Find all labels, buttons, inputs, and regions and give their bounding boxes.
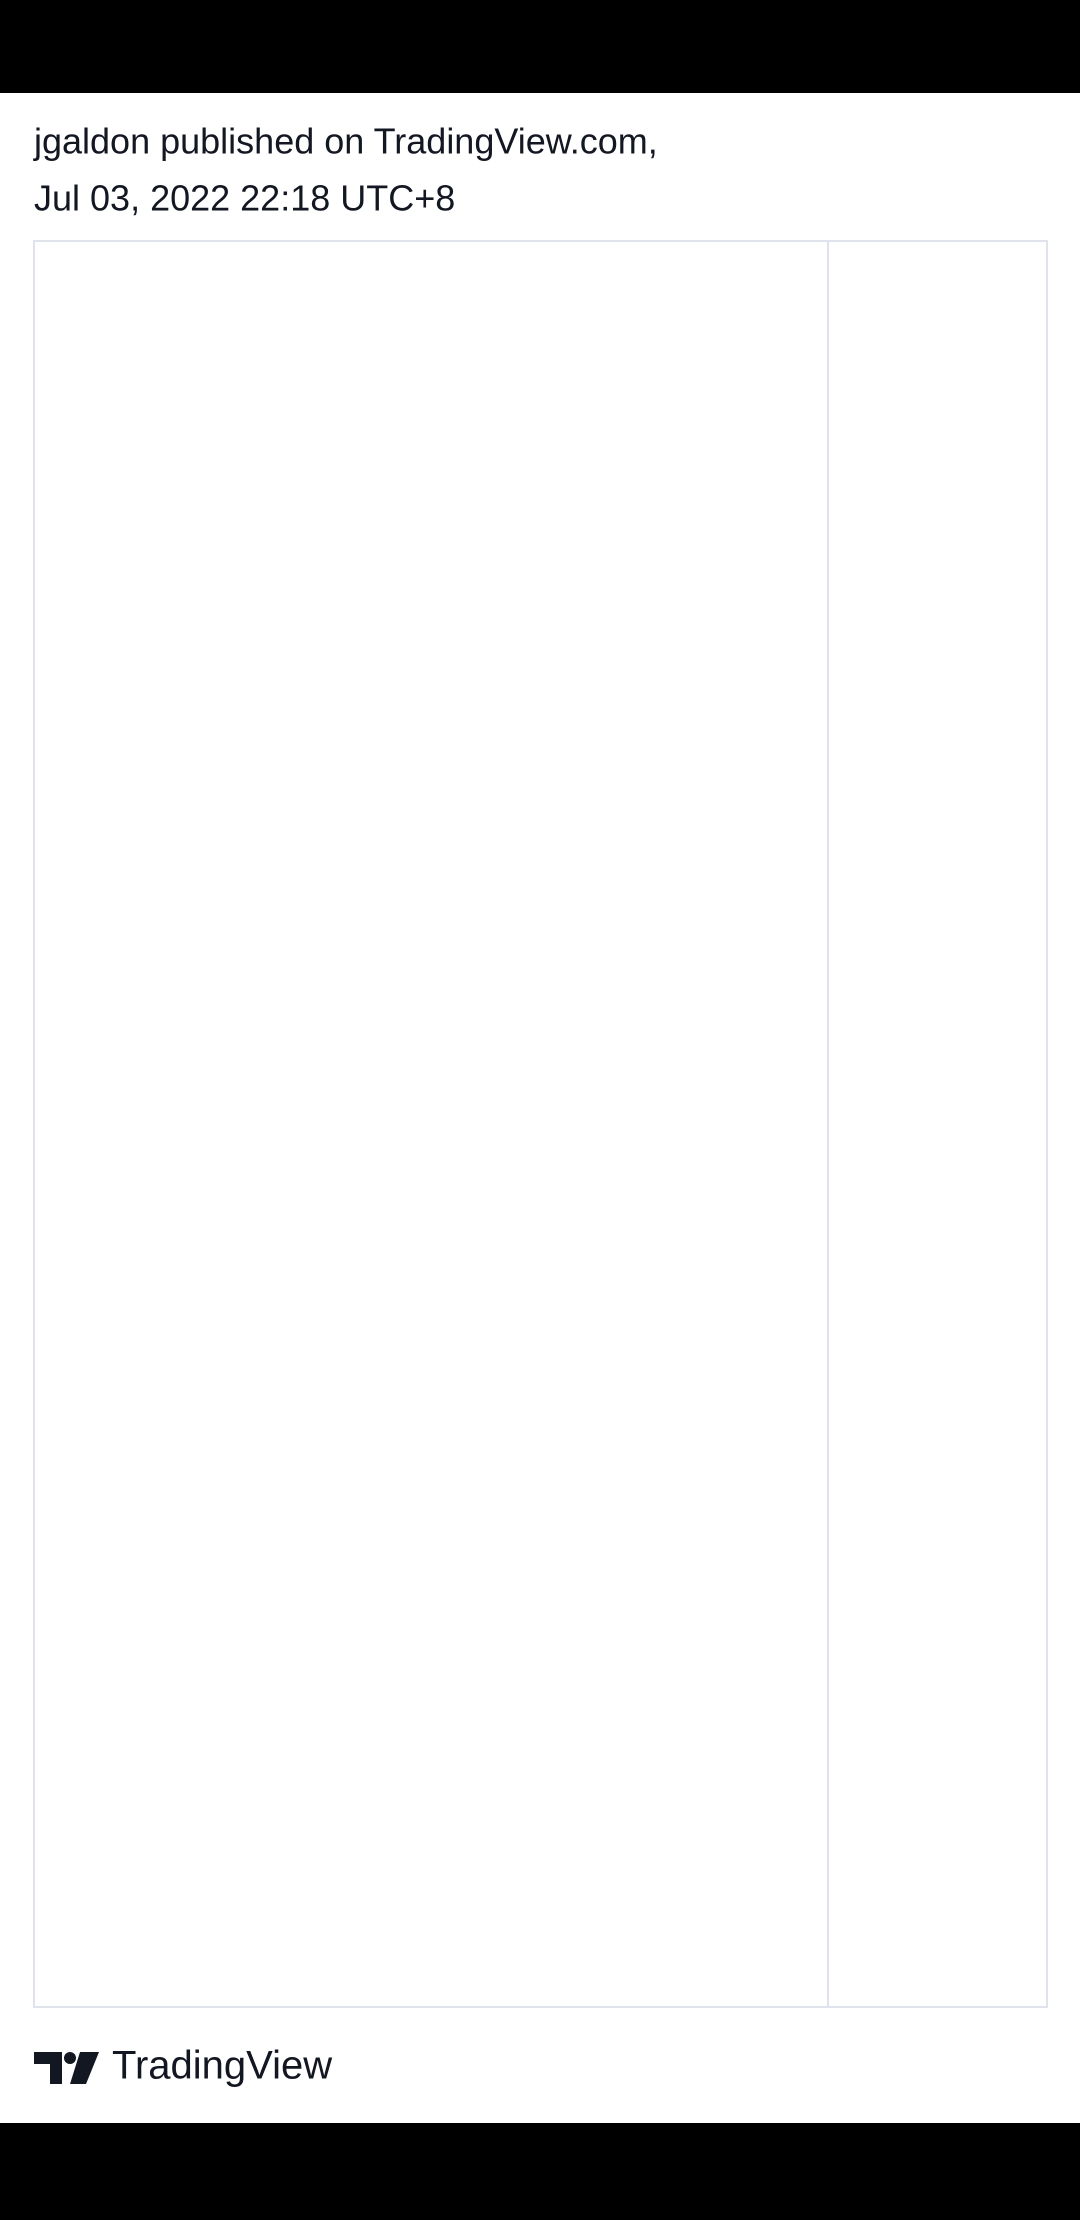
logo-mark bbox=[70, 2052, 99, 2084]
nav-bar bbox=[0, 2123, 1080, 2220]
publish-date: Jul 03, 2022 22:18 UTC+8 bbox=[34, 178, 455, 219]
chart-frame bbox=[33, 240, 1048, 2008]
logo bbox=[34, 2052, 99, 2084]
logo-dot bbox=[64, 2052, 76, 2064]
logo-mark bbox=[34, 2052, 62, 2084]
publisher-line: jgaldon published on TradingView.com, bbox=[33, 121, 658, 162]
brand-name: TradingView bbox=[112, 2044, 332, 2088]
status-bar bbox=[0, 0, 1080, 93]
